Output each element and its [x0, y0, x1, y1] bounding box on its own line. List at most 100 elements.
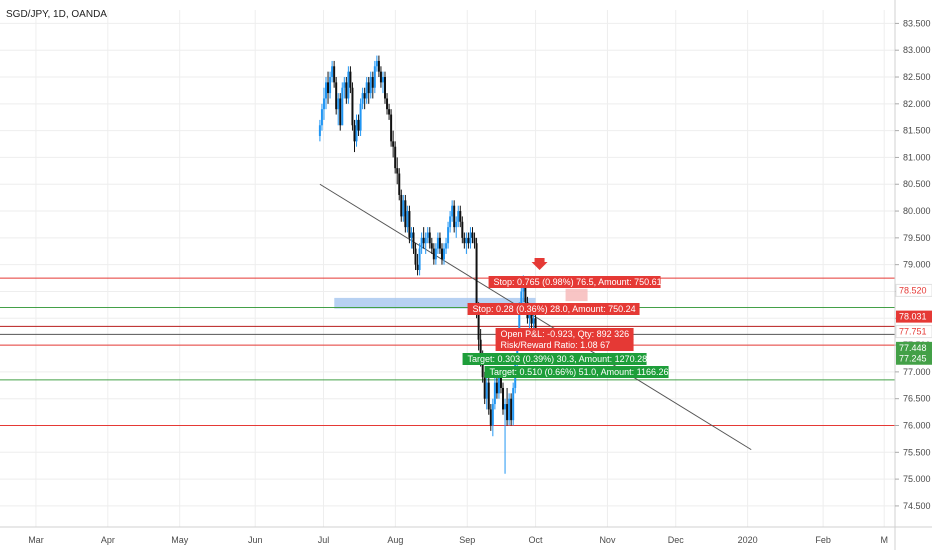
candle-body: [343, 82, 346, 88]
candle-body: [322, 98, 325, 110]
candle-body: [443, 248, 446, 260]
candle: [432, 243, 435, 265]
candle-body: [422, 237, 425, 244]
candle-body: [512, 387, 515, 421]
candle-body: [320, 109, 323, 126]
candle: [386, 93, 389, 115]
y-tick-label: 81.500: [903, 126, 931, 136]
candle: [451, 200, 454, 222]
candle-body: [506, 404, 509, 421]
candle: [343, 77, 346, 99]
candle: [365, 77, 368, 104]
candle: [341, 82, 344, 126]
x-tick-label: Aug: [387, 535, 403, 545]
candle: [440, 243, 443, 265]
candle-body: [390, 114, 393, 142]
candle-body: [475, 243, 478, 308]
candle-body: [416, 264, 419, 271]
candle-body: [497, 377, 500, 394]
candle: [367, 77, 370, 104]
price-tag-label: 77.448: [899, 343, 927, 353]
candle-body: [355, 119, 358, 142]
candle-body: [465, 237, 468, 244]
x-tick-label: Mar: [28, 535, 44, 545]
candle-body: [489, 409, 492, 426]
price-tag-label: 78.031: [899, 312, 927, 322]
candle: [469, 227, 472, 249]
order-box-label: Stop: 0.28 (0.36%) 28.0, Amount: 750.24: [473, 304, 636, 314]
candle-body: [534, 318, 537, 332]
order-box: [488, 276, 661, 288]
grid: [0, 10, 895, 527]
candle: [410, 227, 413, 249]
candle: [398, 168, 401, 201]
candle-body: [440, 248, 443, 260]
order-box-label: Target: 0.303 (0.39%) 30.3, Amount: 1270…: [468, 354, 648, 364]
candle: [508, 393, 511, 426]
candle-body: [363, 93, 366, 99]
candle-body: [396, 168, 399, 174]
y-tick-label: 83.000: [903, 45, 931, 55]
x-tick-label: Sep: [459, 535, 475, 545]
candle-body: [491, 404, 494, 426]
candle-body: [485, 382, 488, 399]
price-tag-label: 78.520: [899, 285, 927, 295]
candle: [402, 194, 405, 222]
candle-body: [347, 71, 350, 99]
y-tick-label: 79.000: [903, 260, 931, 270]
candle-body: [502, 387, 505, 410]
candle: [320, 103, 323, 131]
candle: [325, 77, 328, 110]
y-tick-label: 75.500: [903, 447, 931, 457]
candle-body: [365, 82, 368, 99]
price-axis[interactable]: 83.500 83.000 82.500 82.000 81.500 81.000 80.5…: [895, 18, 931, 511]
candle-body: [420, 237, 423, 249]
time-axis[interactable]: Mar Apr May Jun Jul Aug Sep Oct Nov Dec 2020 Feb M: [28, 535, 888, 545]
candle: [457, 205, 460, 228]
candle-body: [379, 71, 382, 83]
y-tick-label: 80.000: [903, 206, 931, 216]
candle: [400, 189, 403, 222]
candle: [381, 71, 384, 94]
candle: [390, 109, 393, 147]
candle-body: [353, 125, 356, 142]
order-box-label: Stop: 0.765 (0.98%) 76.5, Amount: 750.61: [494, 277, 662, 287]
candle-body: [406, 211, 409, 228]
candle: [434, 243, 437, 265]
symbol-title: SGD/JPY, 1D, OANDA: [6, 9, 107, 20]
y-tick-label: 83.500: [903, 18, 931, 28]
x-tick-label: Apr: [101, 535, 115, 545]
candle-body: [434, 248, 437, 260]
candle-body: [386, 98, 389, 110]
candle: [412, 227, 415, 254]
candle-body: [447, 227, 450, 244]
candle-body: [351, 87, 354, 126]
candle: [347, 66, 350, 104]
candle-body: [410, 232, 413, 238]
candle-body: [388, 109, 391, 115]
candle: [445, 237, 448, 254]
candle-body: [402, 200, 405, 217]
candle-body: [400, 194, 403, 217]
candle-body: [384, 77, 387, 99]
candle: [345, 77, 348, 104]
candle-body: [327, 82, 330, 94]
candle-body: [532, 318, 535, 324]
candle-body: [424, 237, 427, 244]
candle-body: [367, 82, 370, 94]
candle-body: [449, 216, 452, 228]
candle: [375, 55, 378, 72]
candle: [422, 227, 425, 249]
candle-body: [524, 286, 527, 303]
candle-body: [499, 377, 502, 388]
candle-body: [436, 237, 439, 249]
candle: [449, 211, 452, 233]
price-tag-bg: [895, 283, 932, 297]
candle: [471, 227, 474, 244]
candle: [504, 398, 507, 474]
candle: [349, 66, 352, 94]
candle-body: [428, 232, 431, 244]
candle-body: [508, 398, 511, 421]
zone-layer: [334, 297, 536, 309]
